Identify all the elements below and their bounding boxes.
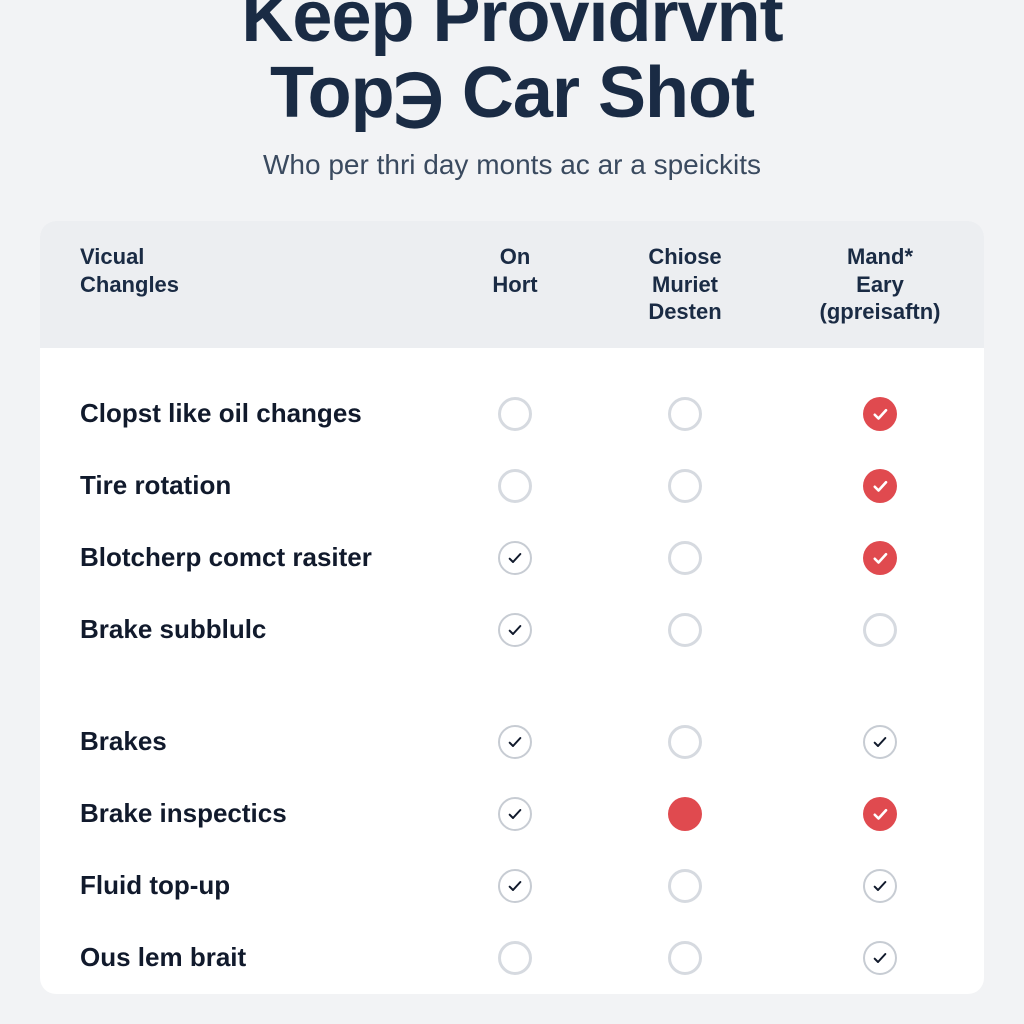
- unchecked-icon: [498, 469, 532, 503]
- unchecked-icon: [668, 541, 702, 575]
- table-header-row: VicualChangles OnHort ChioseMurietDesten…: [40, 221, 984, 348]
- table-cell[interactable]: [590, 541, 780, 575]
- comparison-table: VicualChangles OnHort ChioseMurietDesten…: [40, 221, 984, 994]
- check-icon: [863, 941, 897, 975]
- table-cell[interactable]: [590, 469, 780, 503]
- column-header-2: ChioseMurietDesten: [590, 243, 780, 326]
- table-cell[interactable]: [780, 941, 980, 975]
- table-cell[interactable]: [440, 469, 590, 503]
- row-label: Ous lem brait: [40, 942, 440, 973]
- page-title: Keep Providrvnt Top℈ Car Shot: [40, 0, 984, 131]
- column-header-0: VicualChangles: [40, 243, 440, 326]
- unchecked-icon: [668, 397, 702, 431]
- unchecked-icon: [498, 397, 532, 431]
- check-filled-icon: [863, 797, 897, 831]
- table-cell[interactable]: [780, 613, 980, 647]
- row-label: Clopst like oil changes: [40, 398, 440, 429]
- table-cell[interactable]: [780, 397, 980, 431]
- check-icon: [498, 869, 532, 903]
- table-body: Clopst like oil changes Tire rotation Blot…: [40, 348, 984, 994]
- table-cell[interactable]: [440, 397, 590, 431]
- row-label: Brake inspectics: [40, 798, 440, 829]
- table-cell[interactable]: [440, 725, 590, 759]
- check-filled-icon: [863, 397, 897, 431]
- unchecked-icon: [668, 869, 702, 903]
- table-cell[interactable]: [590, 613, 780, 647]
- unchecked-icon: [668, 469, 702, 503]
- table-cell[interactable]: [440, 797, 590, 831]
- table-row: Brake inspectics: [40, 778, 984, 850]
- table-cell[interactable]: [590, 725, 780, 759]
- row-label: Fluid top-up: [40, 870, 440, 901]
- check-icon: [863, 869, 897, 903]
- check-icon: [498, 613, 532, 647]
- table-cell[interactable]: [590, 797, 780, 831]
- check-icon: [498, 541, 532, 575]
- unchecked-icon: [668, 725, 702, 759]
- dot-filled-icon: [668, 797, 702, 831]
- page: Keep Providrvnt Top℈ Car Shot Who per th…: [0, 0, 1024, 1004]
- title-line-1: Keep Providrvnt: [241, 0, 782, 57]
- table-cell[interactable]: [440, 869, 590, 903]
- unchecked-icon: [668, 613, 702, 647]
- unchecked-icon: [863, 613, 897, 647]
- check-filled-icon: [863, 541, 897, 575]
- table-cell[interactable]: [780, 469, 980, 503]
- row-label: Brake subblulc: [40, 614, 440, 645]
- row-label: Tire rotation: [40, 470, 440, 501]
- table-row: Brakes: [40, 706, 984, 778]
- table-cell[interactable]: [440, 541, 590, 575]
- row-label: Brakes: [40, 726, 440, 757]
- table-cell[interactable]: [780, 725, 980, 759]
- check-icon: [863, 725, 897, 759]
- check-icon: [498, 797, 532, 831]
- table-cell[interactable]: [590, 869, 780, 903]
- table-row: Ous lem brait: [40, 922, 984, 994]
- table-row: Brake subblulc: [40, 594, 984, 666]
- table-row: Fluid top-up: [40, 850, 984, 922]
- check-icon: [498, 725, 532, 759]
- table-cell[interactable]: [590, 941, 780, 975]
- table-cell[interactable]: [780, 541, 980, 575]
- page-subtitle: Who per thri day monts ac ar a speickits: [40, 149, 984, 181]
- column-header-3: Mand*Eary(gpreisaftn): [780, 243, 980, 326]
- column-header-1: OnHort: [440, 243, 590, 326]
- check-filled-icon: [863, 469, 897, 503]
- table-cell[interactable]: [780, 869, 980, 903]
- table-cell[interactable]: [590, 397, 780, 431]
- table-row: Blotcherp comct rasiter: [40, 522, 984, 594]
- table-cell[interactable]: [440, 613, 590, 647]
- unchecked-icon: [498, 941, 532, 975]
- unchecked-icon: [668, 941, 702, 975]
- heading-block: Keep Providrvnt Top℈ Car Shot Who per th…: [40, 0, 984, 181]
- row-label: Blotcherp comct rasiter: [40, 542, 440, 573]
- title-line-2: Top℈ Car Shot: [270, 53, 754, 133]
- table-cell[interactable]: [440, 941, 590, 975]
- table-row: Clopst like oil changes: [40, 378, 984, 450]
- table-cell[interactable]: [780, 797, 980, 831]
- table-row: Tire rotation: [40, 450, 984, 522]
